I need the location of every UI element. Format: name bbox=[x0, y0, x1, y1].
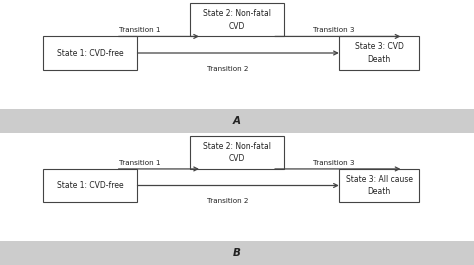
Text: State 1: CVD-free: State 1: CVD-free bbox=[57, 181, 123, 190]
Bar bbox=[339, 36, 419, 69]
Text: A: A bbox=[233, 116, 241, 126]
Bar bbox=[339, 169, 419, 202]
Text: Transition 2: Transition 2 bbox=[207, 66, 248, 72]
Bar bbox=[43, 169, 137, 202]
Text: State 2: Non-fatal
CVD: State 2: Non-fatal CVD bbox=[203, 142, 271, 163]
Text: Transition 1: Transition 1 bbox=[119, 160, 161, 166]
Bar bbox=[190, 136, 284, 169]
Text: Transition 3: Transition 3 bbox=[313, 28, 355, 33]
Text: Transition 3: Transition 3 bbox=[313, 160, 355, 166]
Text: State 2: Non-fatal
CVD: State 2: Non-fatal CVD bbox=[203, 9, 271, 31]
Bar bbox=[0, 109, 474, 132]
Text: State 3: All cause
Death: State 3: All cause Death bbox=[346, 175, 413, 196]
Text: State 3: CVD
Death: State 3: CVD Death bbox=[355, 42, 404, 64]
Bar bbox=[0, 241, 474, 265]
Text: Transition 1: Transition 1 bbox=[119, 28, 161, 33]
Text: State 1: CVD-free: State 1: CVD-free bbox=[57, 48, 123, 58]
Text: Transition 2: Transition 2 bbox=[207, 198, 248, 204]
Text: B: B bbox=[233, 248, 241, 258]
Bar bbox=[43, 36, 137, 69]
Bar bbox=[190, 3, 284, 36]
